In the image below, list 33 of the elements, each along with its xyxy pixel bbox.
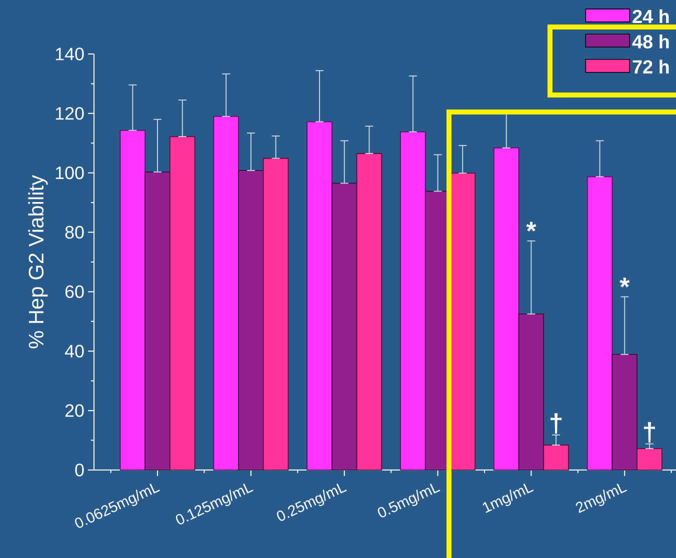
y-tick-label: 100: [56, 166, 84, 180]
bar: [306, 121, 332, 470]
bar: [636, 448, 662, 470]
annotation: †: [550, 413, 562, 434]
bar: [518, 314, 544, 470]
legend-label: 48 h: [632, 34, 669, 48]
y-tick-label: 60: [65, 285, 84, 298]
y-tick-label: 80: [65, 226, 84, 239]
bar: [356, 153, 382, 470]
bar: [586, 176, 613, 470]
bar: [262, 158, 289, 470]
bar: [612, 354, 638, 470]
bar: [494, 147, 520, 470]
bar: [144, 172, 170, 470]
legend-label: 72 h: [632, 60, 669, 74]
y-tick-label: 0: [75, 464, 84, 476]
y-tick-label: 120: [56, 107, 84, 120]
bar: [120, 130, 146, 470]
annotation: †: [644, 422, 655, 443]
bar: [543, 444, 569, 470]
bar: [332, 182, 358, 470]
legend-label: 24 h: [632, 9, 669, 24]
y-tick-label: 20: [65, 404, 84, 417]
bar: [213, 116, 239, 470]
y-axis-title: % Hep G2 Viability: [28, 175, 48, 348]
bar: [450, 172, 476, 470]
y-tick-label: 40: [64, 344, 84, 358]
annotation: *: [526, 222, 536, 232]
annotation: *: [620, 278, 630, 288]
bar: [238, 170, 264, 470]
bar: [170, 136, 196, 470]
bar: [400, 131, 426, 470]
y-tick-label: 140: [56, 48, 84, 60]
